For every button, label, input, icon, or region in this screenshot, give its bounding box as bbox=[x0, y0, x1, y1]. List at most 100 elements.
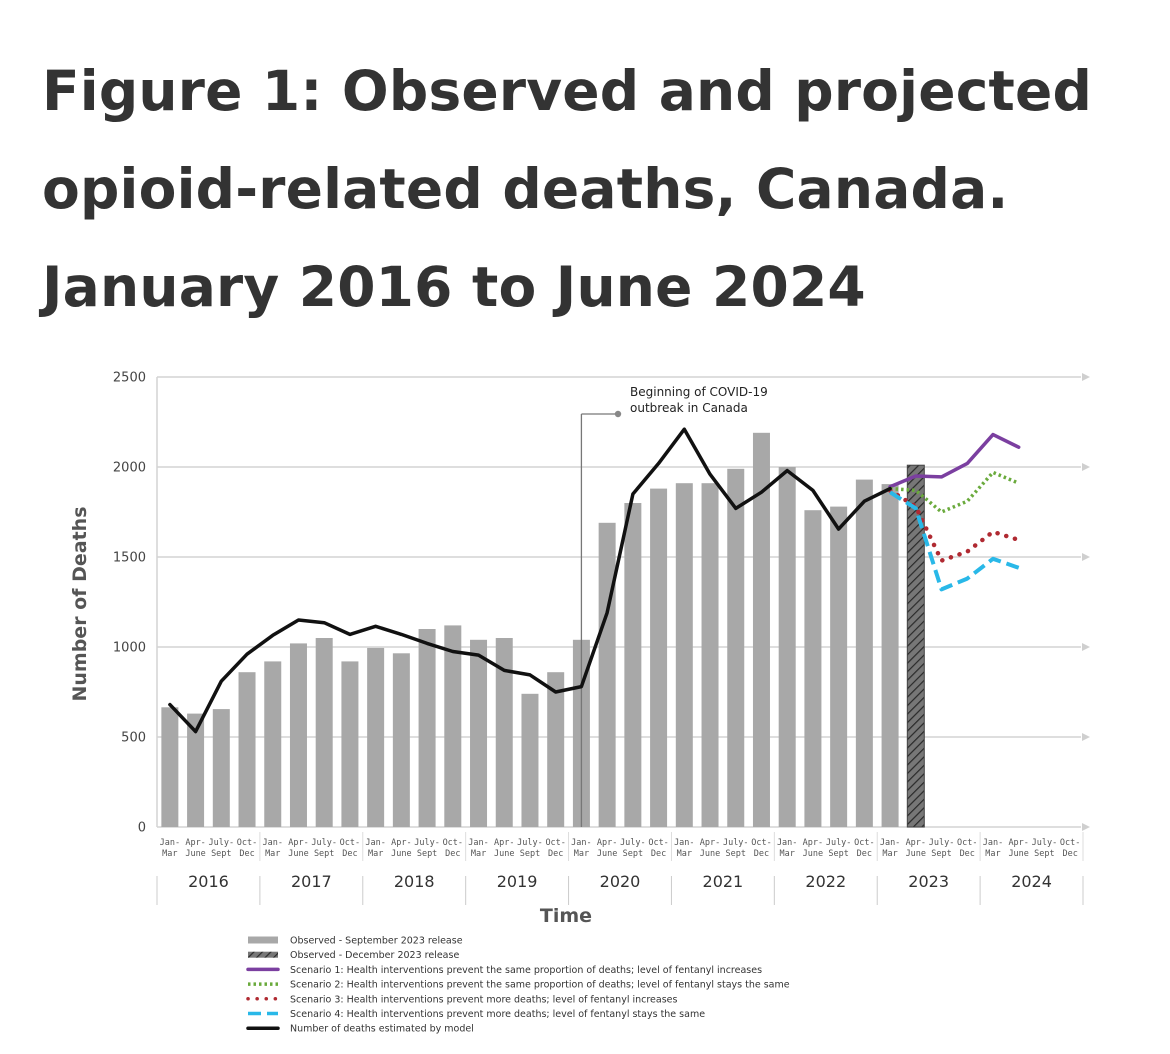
x-quarter-label: July- bbox=[414, 838, 440, 848]
y-tick-label: 0 bbox=[138, 821, 146, 836]
x-quarter-label: Apr- bbox=[1008, 838, 1028, 848]
legend-swatch-observed-dec bbox=[248, 951, 278, 958]
x-year-label: 2016 bbox=[188, 872, 229, 891]
observed-bar bbox=[547, 672, 565, 827]
scenario-2-line bbox=[889, 470, 1020, 514]
x-quarter-label: Mar bbox=[780, 849, 795, 859]
observed-bar bbox=[444, 625, 462, 827]
x-quarter-label: July- bbox=[620, 838, 646, 848]
observed-bar bbox=[521, 693, 539, 827]
x-quarter-label: Dec bbox=[754, 849, 769, 859]
legend-layer: Observed - September 2023 release Observe… bbox=[246, 936, 790, 1035]
observed-bar bbox=[881, 484, 899, 827]
observed-bar bbox=[289, 643, 307, 827]
x-quarter-label: Jan- bbox=[365, 838, 385, 848]
x-quarter-label: Sept bbox=[931, 849, 951, 859]
x-year-label: 2023 bbox=[908, 872, 949, 891]
x-quarter-label: June bbox=[803, 849, 823, 859]
observed-bar bbox=[341, 661, 359, 827]
observed-bar bbox=[367, 647, 385, 827]
x-quarter-label: June bbox=[1008, 849, 1028, 859]
x-quarter-label: Jan- bbox=[160, 838, 180, 848]
x-quarter-label: Mar bbox=[882, 849, 897, 859]
x-quarter-label: Apr- bbox=[391, 838, 411, 848]
x-quarter-label: Sept bbox=[211, 849, 231, 859]
x-quarter-label: July- bbox=[929, 838, 955, 848]
x-quarter-label: Dec bbox=[960, 849, 975, 859]
figure-title-line-1: Figure 1: Observed and projected bbox=[42, 59, 1093, 123]
x-quarter-label: July- bbox=[826, 838, 852, 848]
observed-bar-dec-2023 bbox=[906, 464, 925, 828]
legend-label: Observed - December 2023 release bbox=[290, 950, 459, 961]
x-year-label: 2024 bbox=[1011, 872, 1052, 891]
x-quarter-label: Apr- bbox=[185, 838, 205, 848]
x-quarter-label: Dec bbox=[857, 849, 872, 859]
figure-title: Figure 1: Observed and projected opioid-… bbox=[42, 42, 1142, 336]
observed-bar bbox=[470, 639, 488, 827]
covid-marker-dot bbox=[614, 410, 622, 418]
covid-annotation-text: outbreak in Canada bbox=[630, 401, 748, 415]
x-year-label: 2020 bbox=[600, 872, 641, 891]
observed-bar bbox=[675, 483, 693, 827]
y-tick-label: 2000 bbox=[113, 461, 146, 476]
x-quarter-label: Oct- bbox=[1060, 838, 1080, 848]
x-quarter-label: June bbox=[391, 849, 411, 859]
annotation-layer: Beginning of COVID-19 outbreak in Canada bbox=[580, 385, 768, 827]
x-quarter-label: Oct- bbox=[545, 838, 565, 848]
x-quarter-label: Mar bbox=[677, 849, 692, 859]
x-quarter-label: Sept bbox=[828, 849, 848, 859]
x-quarter-label: July- bbox=[723, 838, 749, 848]
x-quarter-label: Jan- bbox=[880, 838, 900, 848]
x-quarter-label: Dec bbox=[239, 849, 254, 859]
x-quarter-label: Dec bbox=[1062, 849, 1077, 859]
x-quarter-label: Apr- bbox=[700, 838, 720, 848]
scenario-4-line bbox=[889, 490, 1020, 592]
observed-bar bbox=[855, 479, 873, 827]
x-quarter-label: Dec bbox=[548, 849, 563, 859]
gridline-arrow bbox=[1082, 733, 1090, 741]
x-quarter-label: Oct- bbox=[648, 838, 668, 848]
legend-label: Scenario 2: Health interventions prevent… bbox=[290, 980, 790, 991]
x-quarter-label: Jan- bbox=[263, 838, 283, 848]
x-quarter-label: Mar bbox=[368, 849, 383, 859]
observed-bar bbox=[238, 672, 256, 827]
x-year-label: 2019 bbox=[497, 872, 538, 891]
x-quarter-label: Mar bbox=[265, 849, 280, 859]
x-quarter-label: Sept bbox=[726, 849, 746, 859]
legend-swatch-observed-sep bbox=[248, 936, 278, 944]
legend-label: Scenario 4: Health interventions prevent… bbox=[290, 1009, 705, 1020]
model-estimate-line bbox=[168, 427, 892, 734]
x-quarter-label: Sept bbox=[417, 849, 437, 859]
observed-bar bbox=[161, 707, 179, 827]
gridline-arrow bbox=[1082, 373, 1090, 381]
observed-bar bbox=[727, 468, 745, 827]
x-quarter-label: Oct- bbox=[443, 838, 463, 848]
x-quarter-label: Apr- bbox=[803, 838, 823, 848]
observed-bar bbox=[752, 432, 770, 827]
y-tick-label: 1000 bbox=[113, 641, 146, 656]
figure-title-line-2: opioid-related deaths, Canada. bbox=[42, 157, 1009, 221]
observed-bar bbox=[187, 713, 205, 827]
x-quarter-label: Mar bbox=[471, 849, 486, 859]
x-quarter-label: Oct- bbox=[751, 838, 771, 848]
x-quarter-label: Dec bbox=[651, 849, 666, 859]
x-quarter-label: July- bbox=[209, 838, 235, 848]
x-year-label: 2021 bbox=[703, 872, 744, 891]
x-quarter-label: Jan- bbox=[777, 838, 797, 848]
x-quarter-label: June bbox=[906, 849, 926, 859]
scenario-1-line bbox=[888, 432, 1021, 489]
x-axis-title: Time bbox=[540, 905, 592, 927]
x-quarter-label: June bbox=[185, 849, 205, 859]
x-quarter-label: Mar bbox=[162, 849, 177, 859]
observed-bar bbox=[701, 483, 719, 827]
x-quarter-label: Jan- bbox=[571, 838, 591, 848]
x-quarter-label: Apr- bbox=[288, 838, 308, 848]
observed-bar bbox=[315, 638, 333, 827]
figure-title-line-3: January 2016 to June 2024 bbox=[42, 255, 866, 319]
axes-layer: 0 500 1000 1500 2000 2500 Number of Deaths Jan-… bbox=[69, 371, 1084, 927]
observed-bar bbox=[418, 629, 436, 827]
gridline-arrow bbox=[1082, 463, 1090, 471]
x-quarter-label: Apr- bbox=[597, 838, 617, 848]
x-quarter-label: Apr- bbox=[906, 838, 926, 848]
x-quarter-label: Sept bbox=[1034, 849, 1054, 859]
